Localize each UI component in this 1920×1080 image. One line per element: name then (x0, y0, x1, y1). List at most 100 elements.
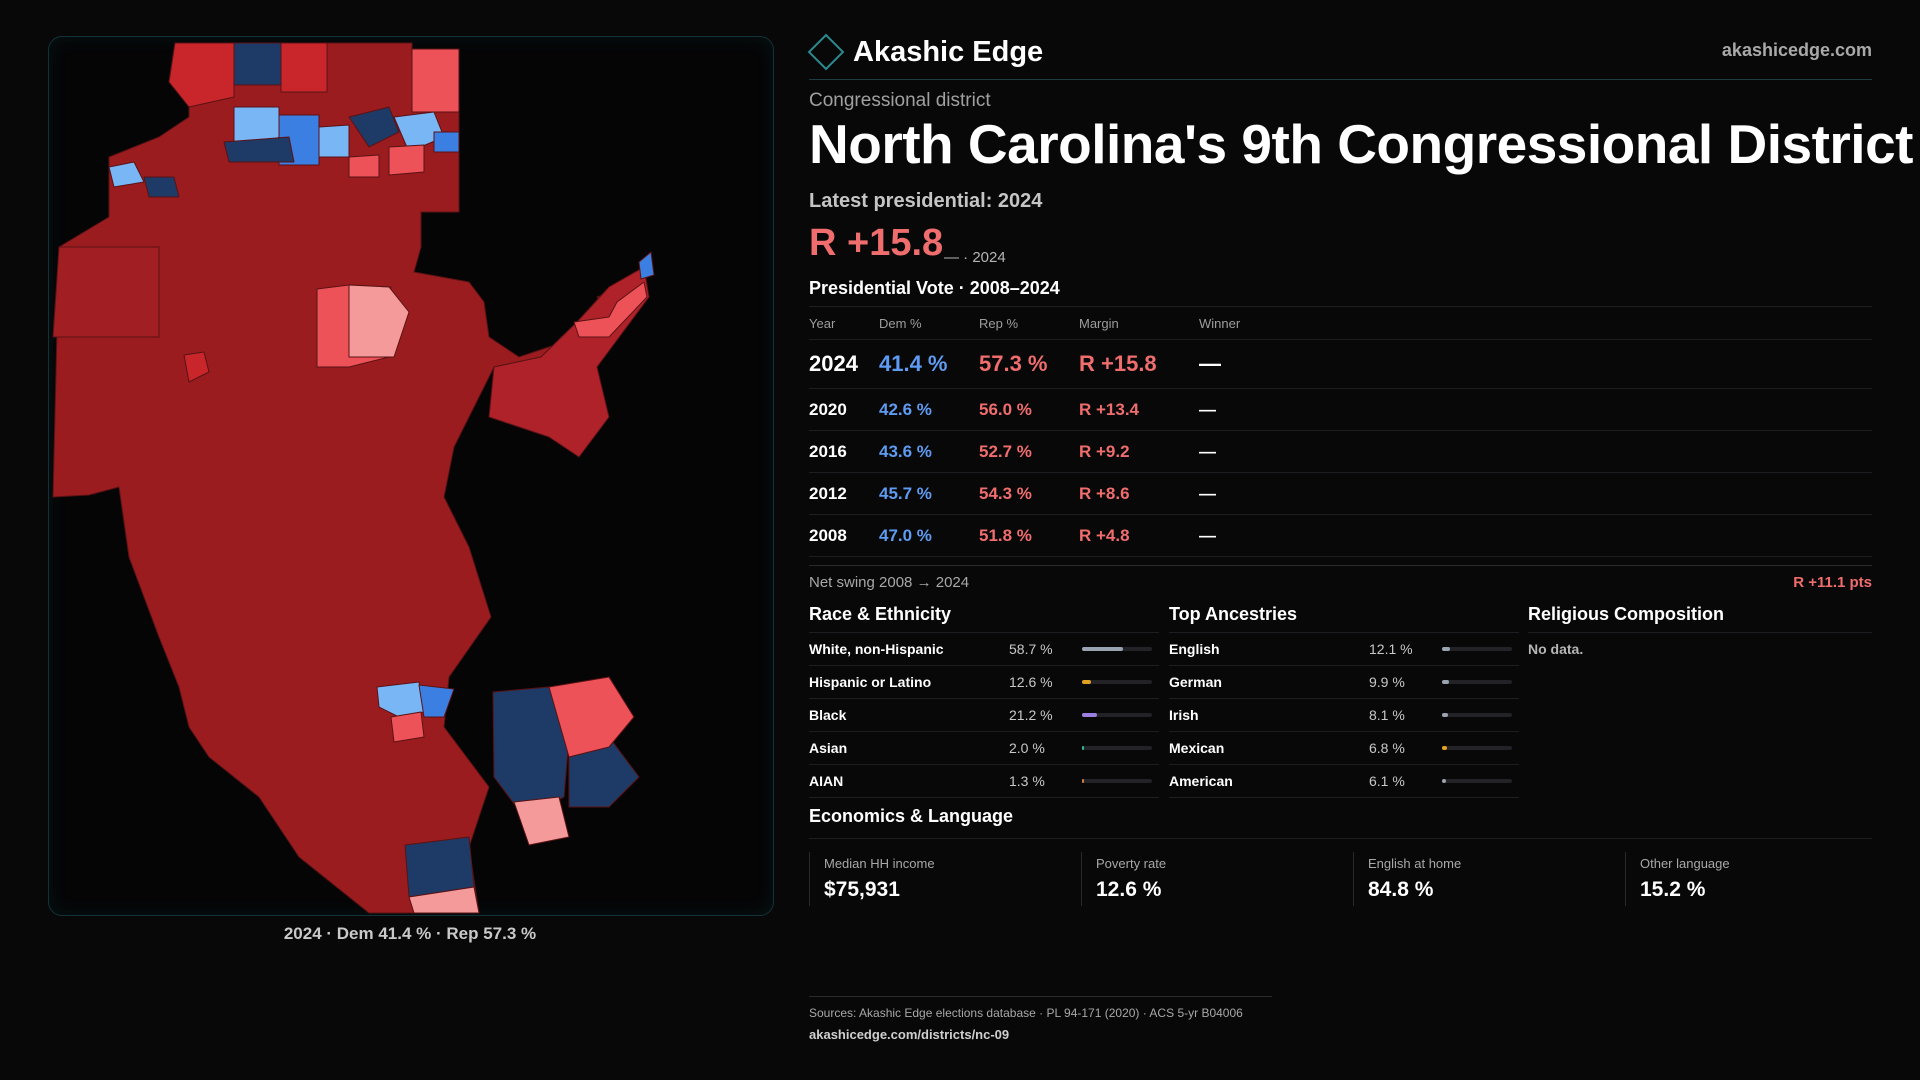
cell-rep: 56.0 % (979, 388, 1079, 431)
cell-margin: R +4.8 (1079, 514, 1199, 557)
district-map-svg (52, 42, 655, 914)
brand[interactable]: Akashic Edge (807, 32, 1044, 72)
stat-value: $75,931 (824, 878, 900, 901)
item-pct: 12.6 % (1009, 674, 1053, 690)
share-bar (1442, 746, 1512, 750)
map-region-blue-nw2 (143, 176, 180, 198)
site-link[interactable]: akashicedge.com (1721, 40, 1872, 60)
map-region-sw-pink (390, 711, 425, 743)
item-pct: 12.1 % (1369, 641, 1413, 657)
sources-divider (809, 996, 1272, 997)
item-label: Irish (1169, 707, 1199, 723)
item-label: Hispanic or Latino (809, 674, 932, 690)
item-label: White, non-Hispanic (809, 641, 944, 657)
item-pct: 8.1 % (1369, 707, 1405, 723)
sources-text: Sources: Akashic Edge elections database… (809, 1006, 1243, 1020)
list-item: Mexican 6.8 % (1169, 732, 1519, 765)
map-region-pink-d (183, 351, 210, 383)
item-label: American (1169, 773, 1233, 789)
cell-dem: 42.6 % (879, 388, 979, 431)
cell-dem: 41.4 % (879, 339, 979, 389)
list-item: Irish 8.1 % (1169, 699, 1519, 732)
cell-winner: — (1199, 339, 1872, 389)
religious-composition-section: Religious Composition No data. (1528, 600, 1872, 657)
table-row: 2020 42.6 % 56.0 % R +13.4 — (809, 388, 1872, 431)
share-bar-fill (1082, 713, 1097, 717)
header-divider (809, 79, 1872, 80)
presidential-vote-title: Presidential Vote · 2008–2024 (809, 278, 1060, 298)
share-bar-fill (1082, 680, 1091, 684)
stat-value: 15.2 % (1640, 878, 1706, 901)
item-pct: 2.0 % (1009, 740, 1045, 756)
presidential-vote-table: Year Dem % Rep % Margin Winner 2024 41.4… (809, 306, 1872, 557)
column-header-year: Year (809, 306, 879, 340)
map-region-north-4 (411, 48, 460, 113)
share-bar (1082, 746, 1152, 750)
table-row: 2024 41.4 % 57.3 % R +15.8 — (809, 339, 1872, 389)
cell-year: 2020 (809, 388, 879, 431)
brand-name: Akashic Edge (853, 35, 1044, 68)
cell-winner: — (1199, 472, 1872, 515)
list-item: Hispanic or Latino 12.6 % (809, 666, 1159, 699)
district-url-link[interactable]: akashicedge.com/districts/nc-09 (809, 1027, 1010, 1042)
cell-year: 2012 (809, 472, 879, 515)
cell-rep: 51.8 % (979, 514, 1079, 557)
map-region-pale-c (348, 284, 410, 358)
share-bar (1082, 713, 1152, 717)
district-map[interactable] (48, 36, 774, 916)
stat-label: Median HH income (824, 856, 935, 871)
cell-rep: 52.7 % (979, 430, 1079, 473)
section-title: Top Ancestries (1169, 600, 1519, 633)
section-title: Race & Ethnicity (809, 600, 1159, 633)
net-swing-label: Net swing 2008 → 2024 (809, 573, 970, 591)
list-item: Asian 2.0 % (809, 732, 1159, 765)
item-label: Mexican (1169, 740, 1225, 756)
table-header-row: Year Dem % Rep % Margin Winner (809, 306, 1872, 340)
map-region-blue-c (223, 136, 295, 163)
stat-label: Other language (1640, 856, 1730, 871)
section-title: Religious Composition (1528, 600, 1872, 633)
diamond-logo-icon (807, 33, 845, 71)
table-row: 2008 47.0 % 51.8 % R +4.8 — (809, 514, 1872, 557)
item-pct: 1.3 % (1009, 773, 1045, 789)
table-row: 2016 43.6 % 52.7 % R +9.2 — (809, 430, 1872, 473)
map-region-west (52, 246, 160, 338)
stat-median-income: Median HH income $75,931 (809, 852, 1074, 906)
economics-section-title: Economics & Language (809, 806, 1872, 839)
map-region-sw-blue-2 (418, 684, 455, 718)
item-pct: 21.2 % (1009, 707, 1053, 723)
list-item: German 9.9 % (1169, 666, 1519, 699)
map-region-north-2 (233, 42, 282, 86)
cell-dem: 47.0 % (879, 514, 979, 557)
map-region-north-3 (280, 42, 328, 93)
column-header-rep: Rep % (979, 306, 1079, 340)
item-label: Black (809, 707, 847, 723)
cell-margin: R +15.8 (1079, 339, 1199, 389)
share-bar (1442, 713, 1512, 717)
map-caption: 2024 · Dem 41.4 % · Rep 57.3 % (283, 924, 537, 943)
no-data-text: No data. (1528, 641, 1584, 657)
map-region-main (52, 42, 645, 914)
map-region-blue-d (318, 124, 350, 158)
list-item: American 6.1 % (1169, 765, 1519, 798)
share-bar-fill (1442, 746, 1447, 750)
share-bar-fill (1082, 746, 1084, 750)
column-header-dem: Dem % (879, 306, 979, 340)
net-swing-row: Net swing 2008 → 2024 R +11.1 pts (809, 565, 1872, 598)
eyebrow: Congressional district (809, 90, 991, 111)
map-region-blue-e (348, 106, 400, 148)
share-bar (1082, 779, 1152, 783)
cell-rep: 54.3 % (979, 472, 1079, 515)
headline-margin: R +15.8 (809, 222, 944, 264)
item-label: AIAN (809, 773, 844, 789)
share-bar-fill (1082, 647, 1123, 651)
cell-year: 2008 (809, 514, 879, 557)
column-header-margin: Margin (1079, 306, 1199, 340)
map-region-east-blue (638, 251, 655, 280)
latest-presidential-label: Latest presidential: 2024 (809, 190, 1043, 212)
stat-poverty-rate: Poverty rate 12.6 % (1081, 852, 1346, 906)
map-region-pink-b (388, 144, 425, 176)
map-region-se-blue-3 (404, 836, 475, 898)
cell-winner: — (1199, 388, 1872, 431)
headline-margin-sub: — · 2024 (944, 249, 1006, 266)
